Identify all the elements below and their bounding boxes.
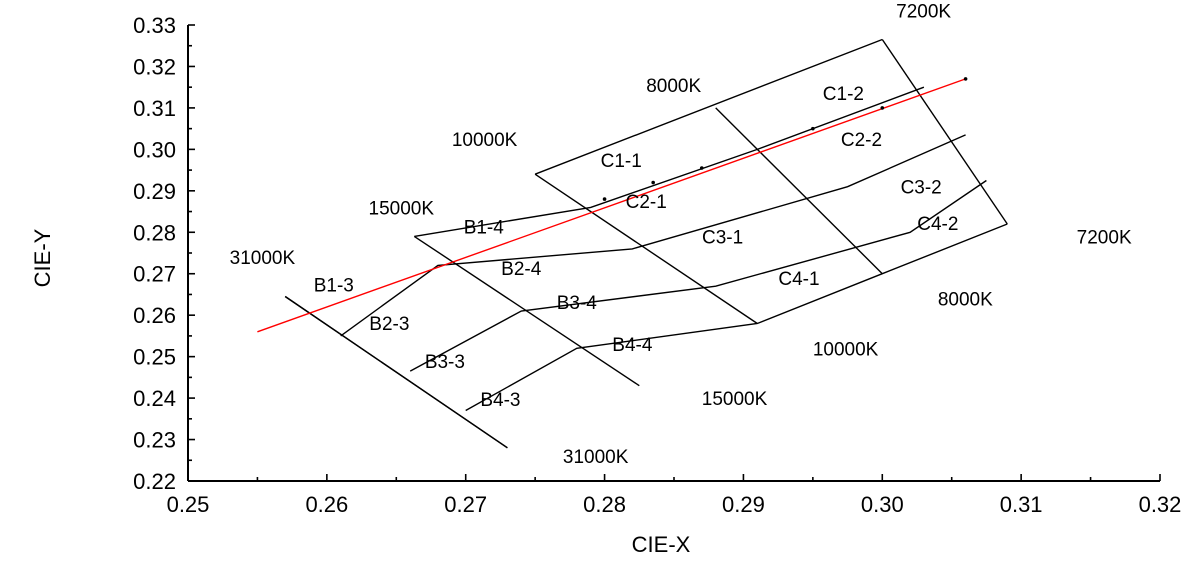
bin-label: B2-4 xyxy=(501,259,542,280)
bin-boundary-line xyxy=(414,86,925,238)
y-tick-label: 0.31 xyxy=(133,96,176,121)
x-tick-label: 0.31 xyxy=(1000,492,1043,517)
bin-label: B4-4 xyxy=(612,335,653,356)
cct-label: 10000K xyxy=(813,339,879,360)
isotherm-line xyxy=(881,39,1008,225)
data-point xyxy=(880,106,885,110)
bin-boundary-line xyxy=(465,223,1008,412)
y-tick-label: 0.22 xyxy=(133,469,176,494)
y-tick-label: 0.29 xyxy=(133,179,176,204)
bin-label: B3-4 xyxy=(557,293,598,314)
bin-label: B1-4 xyxy=(464,217,505,238)
data-point xyxy=(963,77,968,81)
cct-label: 15000K xyxy=(702,389,768,410)
y-tick-label: 0.32 xyxy=(133,54,176,79)
cct-label: 31000K xyxy=(230,248,296,269)
isotherm-line xyxy=(413,235,640,387)
data-point xyxy=(811,126,815,131)
y-tick-label: 0.30 xyxy=(133,137,176,162)
labels: 7200K 8000K 10000K 15000K 31000K 7200K 8000K 10… xyxy=(230,1,1132,468)
y-tick-label: 0.26 xyxy=(133,303,176,328)
isotherm-line xyxy=(534,173,758,325)
y-tick-label: 0.25 xyxy=(133,345,176,370)
x-tick-label: 0.25 xyxy=(167,492,210,517)
y-tick-label: 0.23 xyxy=(133,428,176,453)
cct-label: 7200K xyxy=(1077,227,1132,248)
x-tick-label: 0.27 xyxy=(444,492,487,517)
x-tick-label: 0.30 xyxy=(861,492,904,517)
y-tick-label: 0.27 xyxy=(133,262,176,287)
cct-label: 31000K xyxy=(563,447,629,468)
data-point xyxy=(602,197,607,201)
x-axis-title: CIE-X xyxy=(632,532,691,557)
bin-boundary-line xyxy=(284,295,508,449)
cct-label: 8000K xyxy=(646,76,701,97)
bin-label: B1-3 xyxy=(314,276,354,297)
ticks: 0.25 0.26 0.27 0.28 0.29 0.30 0.31 0.32 0.22 0.23… xyxy=(133,13,1181,517)
cct-label: 15000K xyxy=(369,198,435,219)
x-tick-label: 0.29 xyxy=(722,492,765,517)
data-point xyxy=(651,180,655,185)
y-tick-label: 0.24 xyxy=(133,386,176,411)
bin-label: B2-3 xyxy=(369,314,409,335)
bin-label: C2-2 xyxy=(841,130,882,151)
x-tick-label: 0.28 xyxy=(583,492,626,517)
isotherm-line xyxy=(715,107,883,275)
data-point xyxy=(699,166,704,170)
bin-label: B4-3 xyxy=(480,390,520,411)
bin-label: C1-1 xyxy=(601,151,642,172)
bin-boundary-line xyxy=(340,134,966,337)
y-tick-label: 0.33 xyxy=(133,13,176,38)
cct-label: 10000K xyxy=(452,130,518,151)
y-axis-title: CIE-Y xyxy=(30,228,55,287)
bin-label: C4-2 xyxy=(917,214,958,235)
center-line-layer xyxy=(257,77,968,333)
bin-label: C2-1 xyxy=(626,192,667,213)
bin-grid xyxy=(284,38,1008,449)
bin-label: C1-2 xyxy=(823,84,864,105)
cct-label: 8000K xyxy=(938,290,993,311)
bin-boundary-line xyxy=(534,38,883,175)
y-tick-label: 0.28 xyxy=(133,220,176,245)
bin-label: C3-2 xyxy=(901,177,942,198)
x-tick-label: 0.26 xyxy=(305,492,348,517)
center-line xyxy=(257,78,966,333)
bin-boundary-line xyxy=(409,179,987,372)
bin-label: B3-3 xyxy=(425,352,465,373)
x-tick-label: 0.32 xyxy=(1139,492,1182,517)
bin-label: C4-1 xyxy=(778,269,819,290)
cct-label: 7200K xyxy=(896,1,951,22)
bin-label: C3-1 xyxy=(702,227,743,248)
